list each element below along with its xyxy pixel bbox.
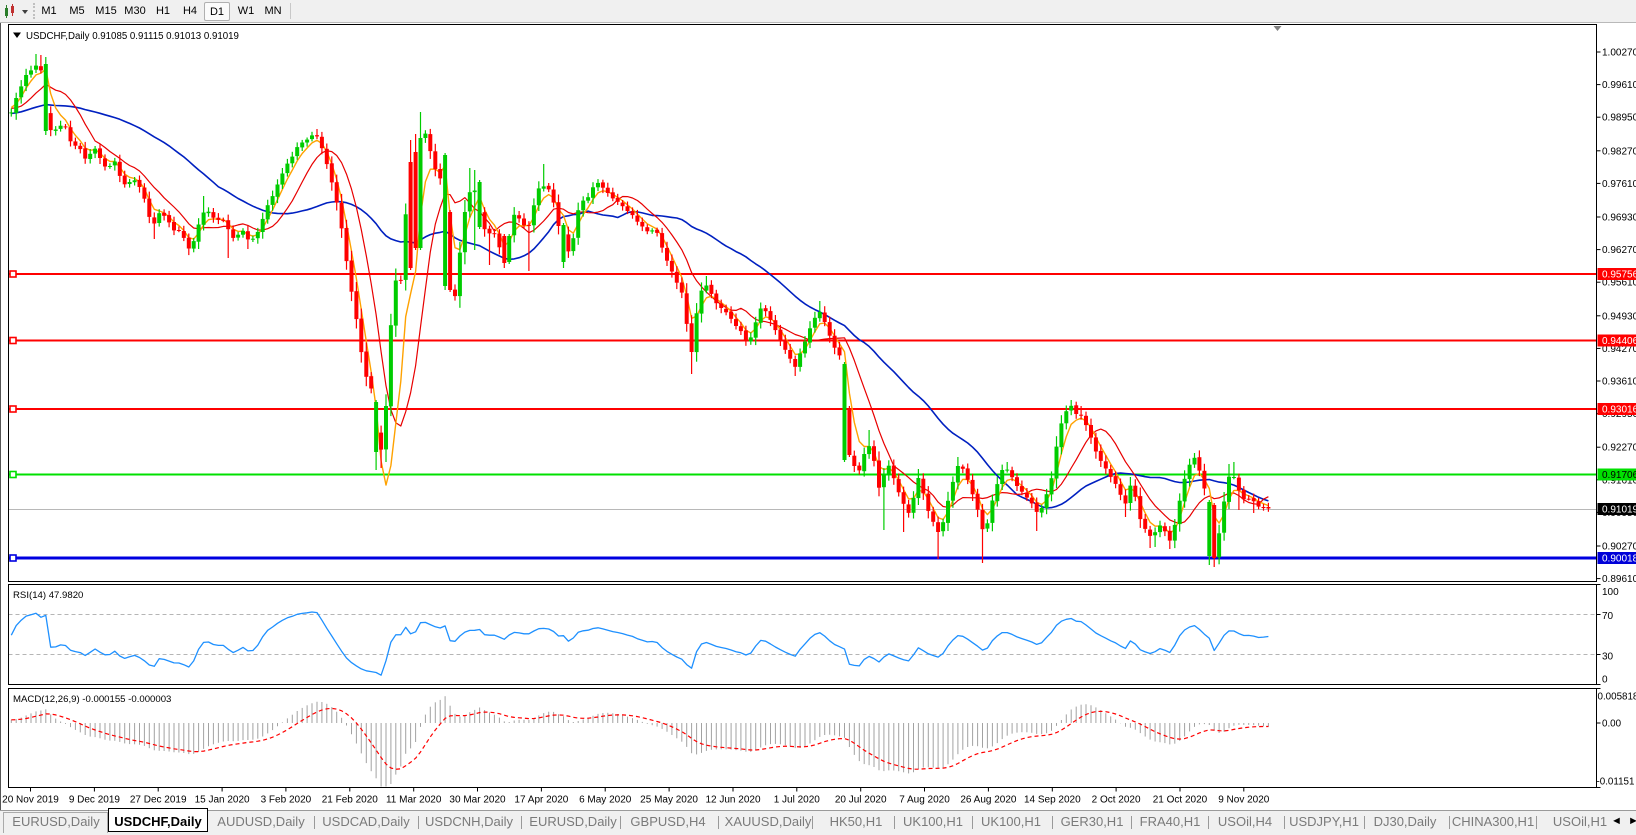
svg-text:0: 0 [1602,675,1608,686]
svg-text:2 Oct 2020: 2 Oct 2020 [1092,795,1141,806]
svg-text:0.95756: 0.95756 [1602,270,1636,281]
svg-text:0.99610: 0.99610 [1602,80,1636,91]
svg-text:30 Mar 2020: 30 Mar 2020 [449,795,506,806]
svg-text:14 Sep 2020: 14 Sep 2020 [1024,795,1081,806]
svg-text:21 Oct 2020: 21 Oct 2020 [1153,795,1208,806]
svg-text:0.97610: 0.97610 [1602,179,1636,190]
svg-text:0.91610: 0.91610 [1602,475,1636,486]
svg-text:1 Jul 2020: 1 Jul 2020 [774,795,821,806]
svg-text:27 Dec 2019: 27 Dec 2019 [130,795,187,806]
svg-text:11 Mar 2020: 11 Mar 2020 [386,795,442,806]
svg-text:USDCHF,Daily 0.91085 0.91115: USDCHF,Daily 0.91085 0.91115 0.91013 0.9… [26,31,239,42]
svg-text:0.94930: 0.94930 [1602,311,1636,322]
svg-text:0.95610: 0.95610 [1602,278,1636,289]
svg-text:15 Jan 2020: 15 Jan 2020 [195,795,250,806]
svg-text:1.00270: 1.00270 [1602,48,1636,59]
svg-text:20 Jul 2020: 20 Jul 2020 [835,795,887,806]
svg-text:0.94270: 0.94270 [1602,344,1636,355]
svg-text:0.96270: 0.96270 [1602,245,1636,256]
svg-text:0.91706: 0.91706 [1602,470,1636,481]
svg-text:0.90018: 0.90018 [1602,554,1636,565]
svg-text:0.98950: 0.98950 [1602,113,1636,124]
svg-text:0.93016: 0.93016 [1602,405,1636,416]
svg-text:9 Dec 2019: 9 Dec 2019 [69,795,121,806]
svg-text:7 Aug 2020: 7 Aug 2020 [899,795,950,806]
svg-text:0.98270: 0.98270 [1602,146,1636,157]
svg-text:0.93610: 0.93610 [1602,377,1636,388]
svg-text:3 Feb 2020: 3 Feb 2020 [261,795,312,806]
svg-text:MACD(12,26,9) -0.000155 -0.000: MACD(12,26,9) -0.000155 -0.000003 [13,694,171,705]
svg-text:9 Nov 2020: 9 Nov 2020 [1218,795,1270,806]
svg-text:RSI(14) 47.9820: RSI(14) 47.9820 [13,590,83,601]
svg-text:25 May 2020: 25 May 2020 [640,795,698,806]
svg-text:30: 30 [1602,652,1614,663]
svg-text:20 Nov 2019: 20 Nov 2019 [2,795,59,806]
svg-text:100: 100 [1602,587,1619,598]
svg-text:0.00: 0.00 [1602,719,1622,730]
svg-text:70: 70 [1602,611,1614,622]
svg-text:0.91019: 0.91019 [1602,505,1636,516]
svg-text:0.96930: 0.96930 [1602,213,1636,224]
svg-text:-0.01151: -0.01151 [1597,777,1635,788]
svg-text:0.90270: 0.90270 [1602,542,1636,553]
svg-text:0.94406: 0.94406 [1602,336,1636,347]
svg-text:17 Apr 2020: 17 Apr 2020 [514,795,568,806]
svg-text:6 May 2020: 6 May 2020 [579,795,632,806]
svg-text:12 Jun 2020: 12 Jun 2020 [705,795,760,806]
svg-text:0.92270: 0.92270 [1602,443,1636,454]
svg-text:0.89610: 0.89610 [1602,574,1636,585]
svg-text:0.005818: 0.005818 [1598,691,1636,702]
svg-text:26 Aug 2020: 26 Aug 2020 [960,795,1017,806]
svg-text:21 Feb 2020: 21 Feb 2020 [322,795,379,806]
